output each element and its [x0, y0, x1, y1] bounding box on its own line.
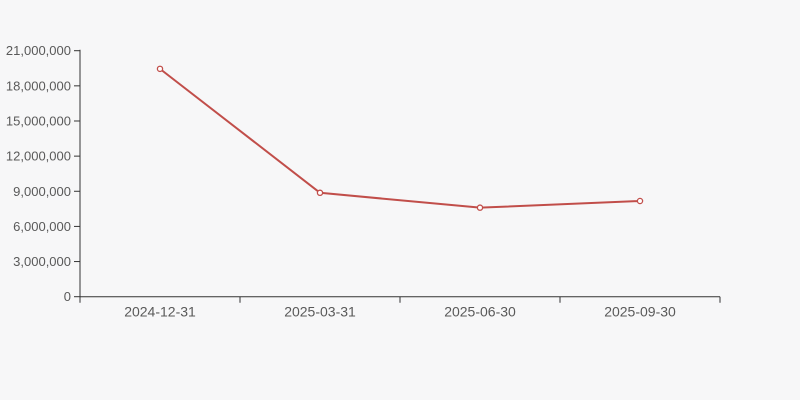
- y-axis-tick-label: 12,000,000: [6, 149, 71, 164]
- data-point-marker[interactable]: [476, 204, 484, 211]
- y-axis-tick-label: 3,000,000: [13, 254, 71, 269]
- line-series: [159, 67, 641, 209]
- y-axis-tick-label: 15,000,000: [6, 113, 71, 128]
- y-axis-tick-label: 0: [64, 289, 71, 304]
- y-axis-tick-label: 21,000,000: [6, 43, 71, 58]
- y-axis-tick-label: 18,000,000: [6, 78, 71, 93]
- x-axis-tick-label: 2025-09-30: [604, 304, 676, 320]
- x-axis-tick-label: 2025-06-30: [444, 304, 516, 320]
- x-axis-tick-label: 2024-12-31: [124, 304, 196, 320]
- data-point-marker[interactable]: [156, 65, 164, 73]
- x-axis-tick-label: 2025-03-31: [284, 304, 356, 320]
- data-point-marker[interactable]: [316, 189, 324, 197]
- y-axis-tick-label: 6,000,000: [13, 219, 71, 234]
- y-axis-tick-label: 9,000,000: [13, 184, 71, 199]
- data-point-marker[interactable]: [636, 197, 644, 205]
